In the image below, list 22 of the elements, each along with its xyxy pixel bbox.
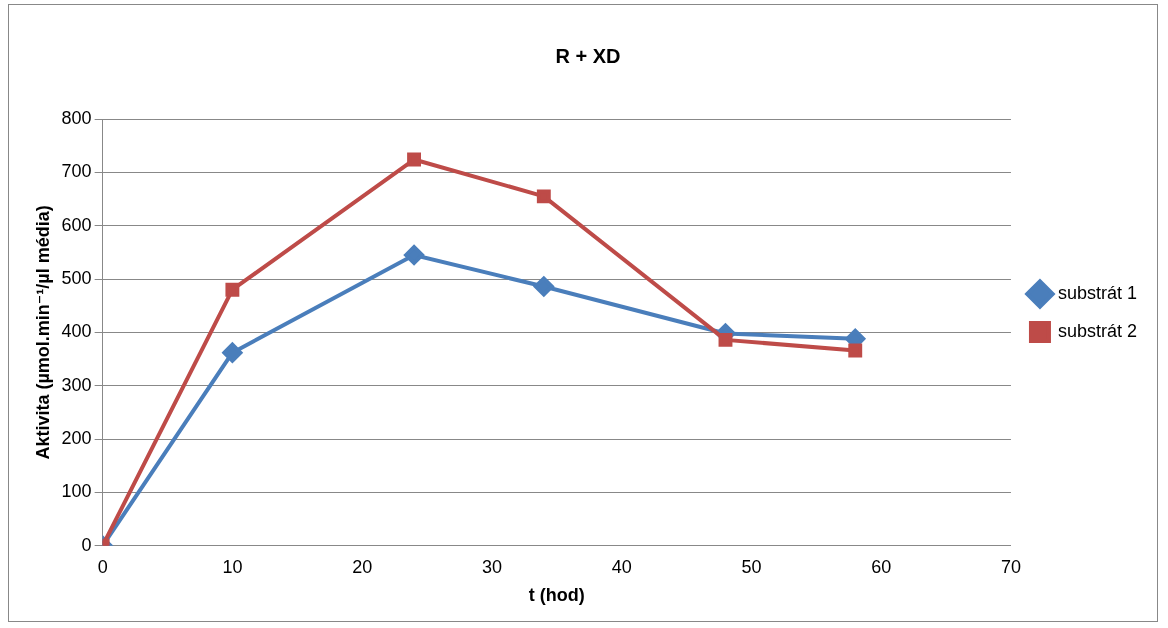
- legend-label: substrát 1: [1057, 282, 1138, 303]
- x-tick-label: 60: [871, 556, 892, 577]
- y-tick-label: 100: [61, 481, 92, 502]
- y-tick-label: 600: [61, 214, 92, 235]
- x-tick-label: 0: [97, 556, 108, 577]
- x-tick-label: 50: [741, 556, 762, 577]
- y-tick-label: 800: [61, 107, 92, 128]
- chart-title: R + XD: [555, 44, 621, 67]
- x-tick-label: 70: [1000, 556, 1021, 577]
- y-tick-label: 700: [61, 161, 92, 182]
- y-tick-label: 200: [61, 428, 92, 449]
- legend-label: substrát 2: [1057, 320, 1138, 341]
- x-axis-title: t (hod): [528, 585, 585, 606]
- x-tick-label: 40: [611, 556, 632, 577]
- x-tick-label: 30: [481, 556, 502, 577]
- y-tick-label: 400: [61, 321, 92, 342]
- x-tick-label: 10: [222, 556, 243, 577]
- x-tick-label: 20: [352, 556, 373, 577]
- y-tick-label: 300: [61, 374, 92, 395]
- y-tick-label: 0: [81, 534, 92, 555]
- y-tick-label: 500: [61, 268, 92, 289]
- y-axis-title: Aktivita (µmol.min⁻¹/µl média): [32, 205, 53, 460]
